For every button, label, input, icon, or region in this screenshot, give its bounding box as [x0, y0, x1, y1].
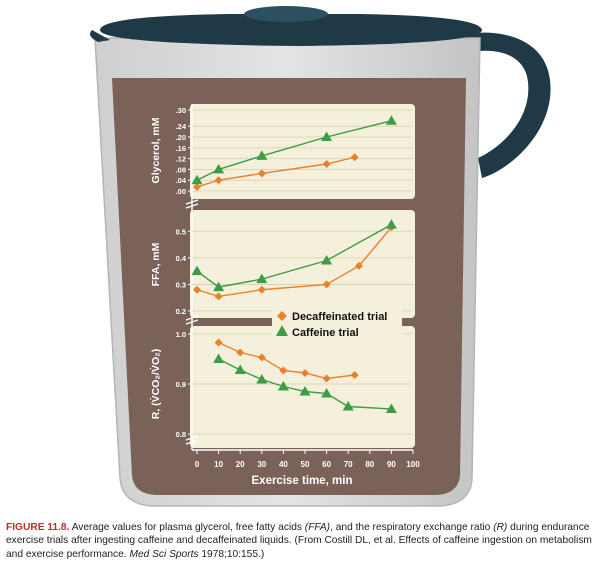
data-point-ffa-caffeine	[213, 281, 225, 292]
data-point-ffa-decaf	[322, 280, 331, 289]
data-point-ffa-caffeine	[385, 219, 397, 229]
legend-box	[272, 305, 402, 345]
x-tick-label: 50	[301, 460, 310, 469]
x-tick-label: 20	[236, 460, 245, 469]
plot-panel-ffa	[190, 210, 415, 318]
data-point-rer-decaf	[322, 374, 331, 383]
data-point-glycerol-caffeine	[191, 174, 203, 185]
y-tick-label-glycerol: .30	[176, 106, 186, 115]
data-point-ffa-decaf	[355, 261, 363, 270]
data-point-rer-decaf	[301, 369, 309, 377]
data-point-rer-caffeine	[299, 386, 311, 396]
data-point-rer-caffeine	[256, 374, 268, 384]
y-tick-label-glycerol: .04	[176, 176, 187, 185]
y-tick-label-rer: 0.9	[176, 380, 186, 389]
y-tick-label-glycerol: .00	[176, 187, 186, 196]
plot-panel-glycerol	[190, 104, 415, 199]
y-tick-label-glycerol: .24	[176, 122, 187, 131]
caption-figure-number: FIGURE 11.8.	[6, 522, 70, 533]
y-axis-label-ffa: FFA, mM	[150, 242, 162, 286]
legend-label-caffeine: Caffeine trial	[292, 327, 359, 339]
data-point-glycerol-decaf	[193, 182, 201, 191]
y-tick-label-glycerol: .20	[176, 133, 186, 142]
legend-marker-decaf	[277, 311, 287, 321]
data-point-glycerol-decaf	[322, 160, 331, 168]
x-tick-label: 60	[322, 460, 331, 469]
axis-break	[185, 435, 199, 445]
y-tick-label-glycerol: .12	[176, 155, 186, 164]
x-tick-label: 80	[365, 460, 374, 469]
data-point-ffa-decaf	[193, 285, 201, 294]
caption-abbr-ffa: (FFA)	[304, 522, 331, 533]
data-point-ffa-decaf	[257, 285, 266, 294]
pitcher-spout	[90, 30, 110, 42]
y-tick-label-glycerol: .08	[176, 165, 186, 174]
caption-text: during endurance exercise trials after i…	[6, 522, 592, 560]
axis-break	[185, 199, 199, 209]
pitcher-handle	[455, 32, 551, 178]
caption-text: Average values for plasma glycerol, free…	[69, 522, 305, 533]
data-point-glycerol-decaf	[214, 176, 223, 185]
caption-journal: Med Sci Sports	[129, 548, 199, 560]
data-point-rer-decaf	[214, 338, 223, 347]
data-point-rer-decaf	[236, 348, 245, 357]
legend-marker-caffeine	[276, 325, 288, 336]
data-point-ffa-caffeine	[191, 265, 203, 276]
x-tick-label: 70	[344, 460, 353, 469]
data-point-rer-caffeine	[385, 403, 397, 413]
figure-caption: FIGURE 11.8. Average values for plasma g…	[6, 521, 606, 561]
data-point-rer-caffeine	[342, 401, 354, 411]
y-tick-label-rer: 0.8	[176, 430, 186, 439]
x-axis-label: Exercise time, min	[252, 475, 353, 487]
y-tick-label-rer: 1.0	[176, 330, 186, 339]
y-tick-label-ffa: 0.4	[176, 254, 187, 263]
legend: Decaffeinated trial Caffeine trial	[272, 305, 402, 345]
data-point-glycerol-caffeine	[256, 150, 268, 160]
pitcher-lid	[100, 14, 482, 46]
data-point-rer-caffeine	[277, 381, 289, 391]
data-point-rer-decaf	[279, 366, 288, 375]
data-point-rer-decaf	[350, 371, 359, 379]
x-tick-label: 40	[279, 460, 288, 469]
caption-text: , and the respiratory exchange ratio	[330, 522, 494, 533]
data-point-rer-decaf	[257, 353, 266, 362]
data-point-glycerol-caffeine	[321, 131, 333, 141]
pitcher-lid-knob	[244, 6, 328, 22]
y-tick-label-ffa: 0.5	[176, 227, 186, 236]
x-tick-label: 0	[195, 460, 200, 469]
data-point-rer-caffeine	[321, 388, 333, 398]
y-tick-label-glycerol: .16	[176, 144, 186, 153]
data-point-rer-caffeine	[213, 353, 225, 363]
data-point-glycerol-caffeine	[385, 115, 397, 125]
data-point-glycerol-decaf	[350, 153, 359, 162]
axis-break	[185, 315, 199, 325]
y-tick-label-ffa: 0.3	[176, 280, 186, 289]
data-point-glycerol-decaf	[257, 169, 266, 178]
x-tick-label: 10	[214, 460, 223, 469]
legend-label-decaf: Decaffeinated trial	[292, 311, 387, 323]
x-tick-label: 30	[257, 460, 266, 469]
data-point-glycerol-caffeine	[213, 163, 225, 174]
data-point-ffa-decaf	[214, 292, 223, 301]
caption-abbr-r: (R)	[493, 522, 508, 533]
x-tick-label: 90	[387, 460, 396, 469]
caption-text: 1978;10:155.)	[198, 548, 265, 560]
y-axis-label-rer: R, (V̇CO₂/V̇O₂)	[150, 349, 162, 420]
series-line-ffa-decaf	[196, 226, 392, 298]
data-point-rer-caffeine	[234, 364, 246, 374]
data-point-ffa-caffeine	[321, 255, 333, 265]
x-tick-label: 100	[406, 460, 420, 469]
y-axis-label-glycerol: Glycerol, mM	[150, 117, 162, 183]
plot-panel-rer	[190, 326, 415, 448]
data-point-ffa-caffeine	[256, 273, 268, 284]
y-tick-label-ffa: 0.2	[176, 307, 186, 316]
